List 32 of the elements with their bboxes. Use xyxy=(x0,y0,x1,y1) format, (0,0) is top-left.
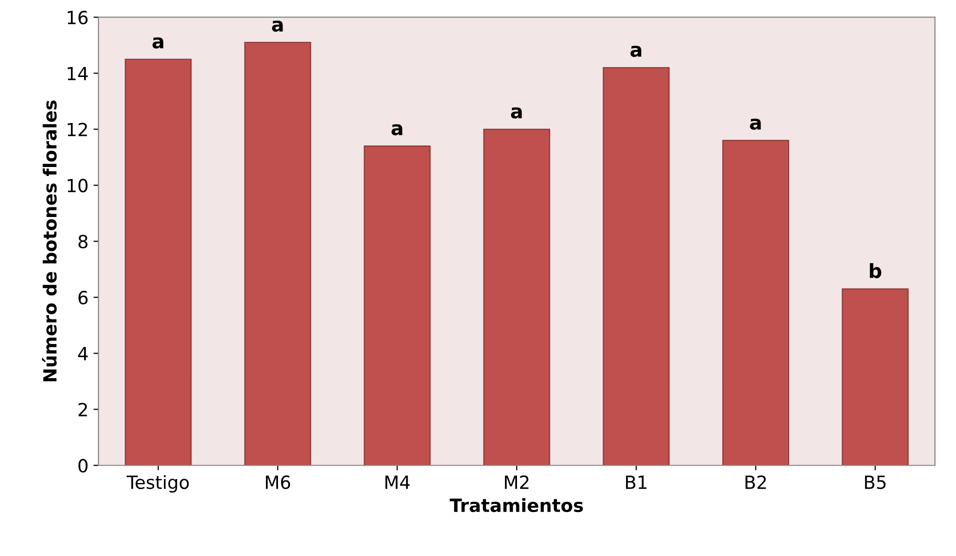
annotation: a xyxy=(750,118,761,130)
annotation: a xyxy=(152,37,164,49)
x-tick-label: B1 xyxy=(626,476,646,489)
x-axis-title: Tratamientos xyxy=(450,498,583,512)
annotation: a xyxy=(510,107,522,119)
bar xyxy=(124,58,192,466)
y-tick-label: 6 xyxy=(78,290,88,304)
y-tick-label: 2 xyxy=(78,402,87,416)
annotation: b xyxy=(870,263,882,278)
x-tick-label: Testigo xyxy=(126,475,189,493)
x-tick-label: B2 xyxy=(746,475,766,489)
x-tick-label: M6 xyxy=(266,475,290,490)
bar xyxy=(483,128,550,466)
y-tick-label: 12 xyxy=(68,122,87,136)
y-tick-label: 10 xyxy=(68,178,88,192)
bar xyxy=(364,146,431,466)
y-tick-label: 8 xyxy=(78,234,88,248)
x-tick-label: B5 xyxy=(865,476,886,490)
annotation: a xyxy=(391,124,402,136)
bar xyxy=(602,67,670,466)
bar xyxy=(842,288,909,466)
annotation: a xyxy=(630,46,642,57)
bar xyxy=(244,42,312,466)
annotation: a xyxy=(272,20,283,32)
y-tick-label: 16 xyxy=(68,10,88,24)
y-tick-label: 14 xyxy=(68,66,88,80)
y-tick-label: 0 xyxy=(78,458,88,472)
bar xyxy=(722,140,790,466)
x-tick-label: M4 xyxy=(385,476,410,489)
y-tick-label: 4 xyxy=(78,347,88,360)
x-tick-label: M2 xyxy=(504,475,528,489)
y-axis-title: Número de botones florales xyxy=(42,100,57,382)
